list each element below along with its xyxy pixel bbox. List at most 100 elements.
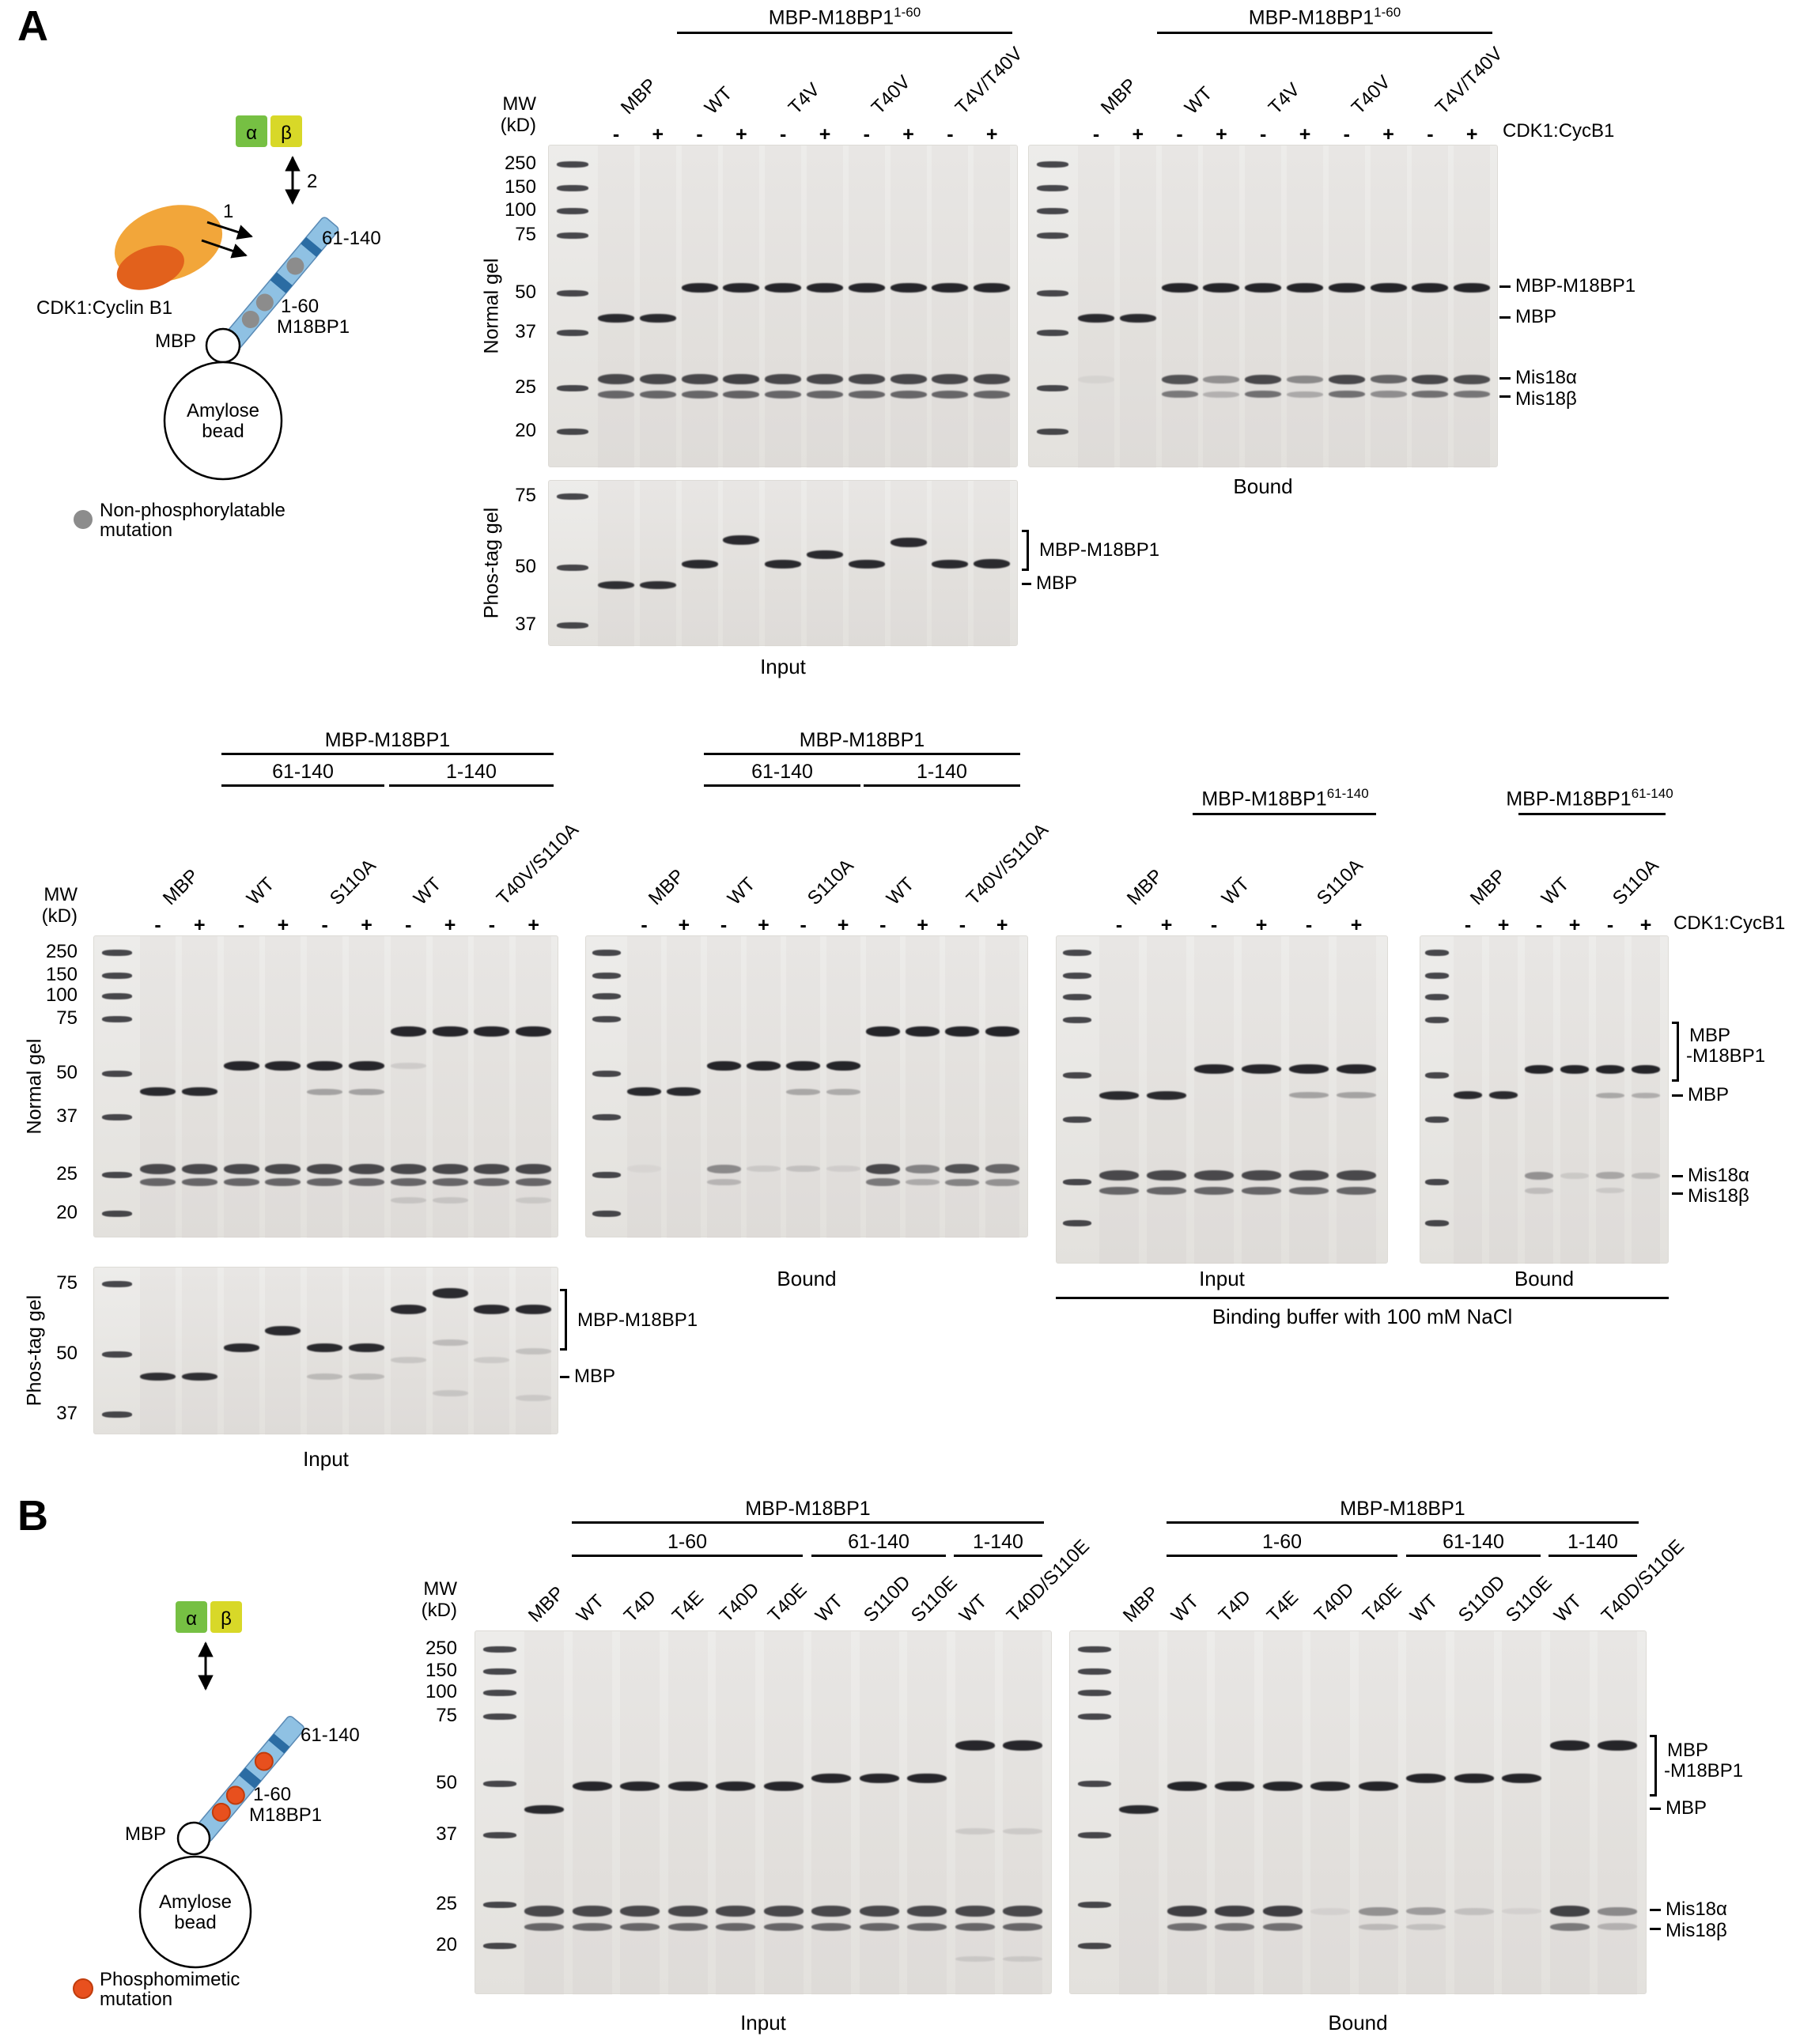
gel-lane <box>265 936 301 1238</box>
gel-band <box>1242 1170 1281 1181</box>
gel-band <box>223 1178 259 1187</box>
gel-band <box>265 1163 301 1174</box>
ladder-band <box>1037 207 1068 214</box>
header-b1-sub2-line <box>811 1555 946 1557</box>
gel-lane <box>955 1631 995 1995</box>
gel-band <box>307 1178 343 1187</box>
ladder-band <box>557 289 588 297</box>
header-b2-sub2-line <box>1406 1555 1541 1557</box>
gel-lane <box>620 1631 660 1995</box>
gel-band <box>807 282 843 293</box>
gel-band <box>1147 1170 1186 1181</box>
gel-band <box>1454 374 1491 384</box>
ladder-band <box>483 1942 516 1949</box>
ladder-band <box>592 993 621 1000</box>
gel-band <box>1167 1922 1207 1931</box>
ladder-band <box>102 1016 132 1023</box>
lane-label: T40E <box>1358 1579 1406 1627</box>
gel-band <box>1287 282 1323 293</box>
gel-band <box>890 374 927 385</box>
gel-lane <box>1329 145 1365 468</box>
ladder-band <box>1078 1901 1111 1908</box>
mw-value: 100 <box>504 199 536 221</box>
gel-lane <box>932 145 968 468</box>
cdk-sign: - <box>1606 914 1614 936</box>
mw-value: 37 <box>515 321 536 342</box>
cdk-sign: + <box>902 123 914 145</box>
ladder-band <box>557 622 588 629</box>
alpha-subunit-label: α <box>186 1608 197 1630</box>
header-b1-main-line <box>572 1521 1044 1524</box>
mw-value: 50 <box>56 1062 78 1083</box>
gel-band <box>474 1163 510 1174</box>
gel-band <box>786 1088 821 1095</box>
tick-mbp <box>1499 316 1511 319</box>
mw-title-b: MW (kD) <box>394 1578 457 1621</box>
ladder-band <box>557 232 588 239</box>
cdk-sign: - <box>1260 123 1267 145</box>
mw-value: 75 <box>436 1705 457 1726</box>
gel-band <box>716 1922 755 1931</box>
gel-band <box>598 374 634 385</box>
ladder-band <box>1425 1220 1449 1227</box>
cdk-cycb1-label-mid: CDK1:CycB1 <box>1673 912 1786 934</box>
side-label-normal-gel-top: Normal gel <box>480 258 503 354</box>
mbp-circle-icon <box>205 327 241 364</box>
cdk-sign: - <box>800 914 807 936</box>
caption-bound-m2: Bound <box>777 1267 837 1290</box>
gel-band <box>1502 1774 1541 1784</box>
cdk-sign: + <box>758 914 770 936</box>
cdk-sign: - <box>1343 123 1350 145</box>
ladder-band <box>592 1070 621 1077</box>
gel-band <box>848 374 885 385</box>
gel-lane <box>474 936 509 1238</box>
gel-band <box>1287 391 1323 398</box>
tick-mid-mis18b <box>1672 1192 1683 1195</box>
side-label-normal-gel-mid: Normal gel <box>23 1038 46 1135</box>
gel-band <box>974 282 1011 293</box>
gel-band <box>1337 1064 1376 1075</box>
cdk-sign: + <box>917 914 928 936</box>
gel-band <box>390 1197 426 1204</box>
gel-band <box>706 1164 741 1173</box>
gel-lane <box>747 936 781 1238</box>
gel-lane <box>1078 145 1114 468</box>
gel-band <box>1560 1064 1589 1074</box>
gel-lane <box>1310 1631 1350 1995</box>
gel-band <box>598 581 634 590</box>
mbp-label: MBP <box>125 1823 166 1845</box>
gel-band <box>765 559 802 569</box>
gel-band <box>390 1026 426 1037</box>
gel-lane <box>860 1631 899 1995</box>
gel-band <box>1161 374 1198 384</box>
gel-band <box>1289 1186 1329 1195</box>
gel-band <box>1598 1923 1637 1931</box>
schematic-a: α β 2 1 61-140 1-60 M18BP1 CDK1:Cyclin B… <box>36 115 381 541</box>
gel-band <box>1289 1092 1329 1099</box>
header-m1-main: MBP-M18BP1 <box>324 729 451 751</box>
mw-labels-top: 250 150 100 75 50 37 25 20 <box>473 145 536 467</box>
ladder-band <box>1063 1116 1091 1124</box>
ladder-band <box>557 493 588 500</box>
gel-band <box>955 1740 995 1751</box>
gel-band <box>474 1305 510 1314</box>
gel-band <box>807 374 843 385</box>
ladder-band <box>1078 1942 1111 1949</box>
gel-lane <box>891 145 927 468</box>
gel-band <box>1454 391 1491 399</box>
gel-band <box>1454 1091 1482 1100</box>
gel-lane <box>598 145 634 468</box>
lane-label: MBP <box>644 865 689 909</box>
lane-label: T4V/T40V <box>951 43 1027 119</box>
ladder-band <box>557 384 588 391</box>
ladder-band <box>1078 1713 1111 1721</box>
gel-band <box>1262 1906 1303 1917</box>
ladder-band <box>1078 1831 1111 1838</box>
cdk-sign: - <box>1427 123 1434 145</box>
gel-band <box>1370 282 1407 293</box>
nonphospho-dot-icon <box>286 257 304 275</box>
gel-lane <box>1194 936 1234 1264</box>
lane-label: WT <box>1180 82 1217 119</box>
cdk-sign: + <box>1216 123 1227 145</box>
